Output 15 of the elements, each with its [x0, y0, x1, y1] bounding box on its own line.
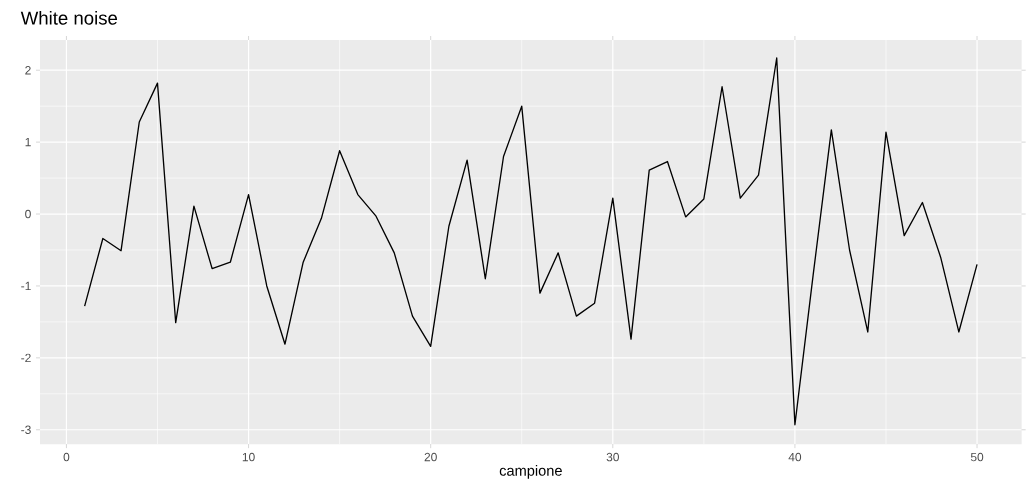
y-tick-label: 1: [25, 137, 31, 147]
y-tick-label: 0: [25, 209, 31, 219]
y-tick-label: -1: [21, 281, 31, 290]
y-tick-label: -3: [21, 425, 31, 434]
x-tick-label: 10: [242, 452, 255, 462]
x-tick-label: 30: [606, 452, 619, 462]
x-tick-label: 0: [63, 452, 70, 462]
chart-title: White noise: [20, 10, 118, 25]
x-axis-title: campione: [499, 465, 562, 479]
x-tick-label: 40: [788, 452, 802, 462]
line-series: [83, 57, 978, 426]
x-tick-label: 20: [424, 452, 437, 462]
y-tick-label: -2: [21, 353, 31, 362]
y-tick-label: 2: [25, 65, 31, 75]
x-tick-label: 50: [970, 452, 984, 462]
